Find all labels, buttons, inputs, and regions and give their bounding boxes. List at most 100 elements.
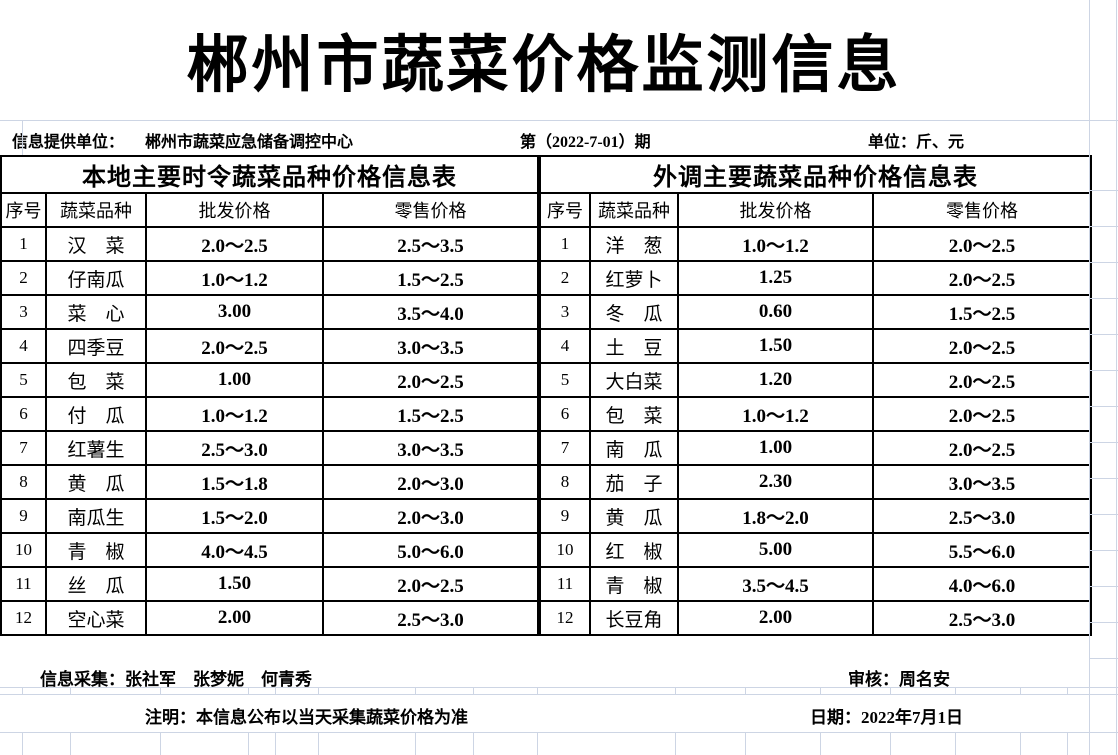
row-number-cell: 5 (539, 362, 591, 398)
retail-price-cell: 4.0～6.0 (872, 566, 1092, 602)
table-row: 5 包 菜 1.00 2.0～2.5 (0, 362, 539, 398)
row-number-cell: 10 (539, 532, 591, 568)
local-table-title-row: 本地主要时令蔬菜品种价格信息表 (0, 155, 539, 194)
external-table-header-row: 序号 蔬菜品种 批发价格 零售价格 (539, 192, 1092, 228)
gridline (70, 687, 71, 694)
retail-price-cell: 2.0～3.0 (322, 464, 539, 500)
gridline (318, 687, 319, 694)
row-number-cell: 8 (539, 464, 591, 500)
retail-price-cell: 2.5～3.5 (322, 226, 539, 262)
wholesale-price-cell: 1.00 (677, 430, 874, 466)
row-number-cell: 10 (0, 532, 47, 568)
gridline (890, 732, 891, 755)
col-header-wholesale: 批发价格 (677, 192, 874, 228)
wholesale-price-cell: 2.0～2.5 (145, 328, 324, 364)
vegetable-name-cell: 菜 心 (45, 294, 147, 330)
issue-number: 第（2022-7-01）期 (520, 134, 651, 151)
vegetable-name-cell: 红萝卜 (589, 260, 679, 296)
wholesale-price-cell: 1.20 (677, 362, 874, 398)
vegetable-name-cell: 包 菜 (45, 362, 147, 398)
row-number-cell: 6 (0, 396, 47, 432)
wholesale-price-cell: 1.25 (677, 260, 874, 296)
table-row: 11 青 椒 3.5～4.5 4.0～6.0 (539, 566, 1092, 602)
gridline (0, 732, 1118, 733)
table-row: 4 土 豆 1.50 2.0～2.5 (539, 328, 1092, 364)
retail-price-cell: 1.5～2.5 (872, 294, 1092, 330)
row-number-cell: 2 (0, 260, 47, 296)
external-price-table: 外调主要蔬菜品种价格信息表 序号 蔬菜品种 批发价格 零售价格 1 洋 葱 1.… (539, 155, 1092, 636)
vegetable-name-cell: 丝 瓜 (45, 566, 147, 602)
vegetable-name-cell: 南 瓜 (589, 430, 679, 466)
retail-price-cell: 2.0～3.0 (322, 498, 539, 534)
gridline (0, 687, 1118, 688)
gridline (415, 687, 416, 694)
vegetable-name-cell: 冬 瓜 (589, 294, 679, 330)
wholesale-price-cell: 3.5～4.5 (677, 566, 874, 602)
wholesale-price-cell: 1.0～1.2 (677, 396, 874, 432)
retail-price-cell: 3.5～4.0 (322, 294, 539, 330)
table-row: 9 南瓜生 1.5～2.0 2.0～3.0 (0, 498, 539, 534)
footer-auditor: 审核：周名安 (848, 670, 950, 689)
footer-collectors: 信息采集：张社军 张梦妮 何青秀 (40, 670, 312, 689)
row-number-cell: 7 (539, 430, 591, 466)
footer-note: 注明：本信息公布以当天采集蔬菜价格为准 (145, 708, 468, 727)
retail-price-cell: 3.0～3.5 (322, 430, 539, 466)
wholesale-price-cell: 2.00 (677, 600, 874, 636)
table-row: 8 茄 子 2.30 3.0～3.5 (539, 464, 1092, 500)
row-number-cell: 3 (0, 294, 47, 330)
retail-price-cell: 5.0～6.0 (322, 532, 539, 568)
table-row: 11 丝 瓜 1.50 2.0～2.5 (0, 566, 539, 602)
col-header-vegetable: 蔬菜品种 (589, 192, 679, 228)
vegetable-name-cell: 付 瓜 (45, 396, 147, 432)
table-row: 5 大白菜 1.20 2.0～2.5 (539, 362, 1092, 398)
wholesale-price-cell: 3.00 (145, 294, 324, 330)
wholesale-price-cell: 2.5～3.0 (145, 430, 324, 466)
retail-price-cell: 2.5～3.0 (872, 498, 1092, 534)
table-row: 10 青 椒 4.0～4.5 5.0～6.0 (0, 532, 539, 568)
col-header-no: 序号 (0, 192, 47, 228)
wholesale-price-cell: 1.0～1.2 (677, 226, 874, 262)
retail-price-cell: 2.0～2.5 (872, 328, 1092, 364)
wholesale-price-cell: 1.5～2.0 (145, 498, 324, 534)
info-row: 信息提供单位： 郴州市蔬菜应急储备调控中心 第（2022-7-01）期 单位：斤… (0, 120, 1088, 155)
gridline (537, 687, 538, 694)
gridline (318, 732, 319, 755)
retail-price-cell: 5.5～6.0 (872, 532, 1092, 568)
wholesale-price-cell: 4.0～4.5 (145, 532, 324, 568)
retail-price-cell: 2.0～2.5 (322, 566, 539, 602)
vegetable-name-cell: 汉 菜 (45, 226, 147, 262)
retail-price-cell: 2.5～3.0 (322, 600, 539, 636)
vegetable-name-cell: 四季豆 (45, 328, 147, 364)
price-tables: 本地主要时令蔬菜品种价格信息表 序号 蔬菜品种 批发价格 零售价格 1 汉 菜 … (0, 155, 1092, 636)
row-number-cell: 9 (539, 498, 591, 534)
col-header-retail: 零售价格 (322, 192, 539, 228)
wholesale-price-cell: 1.8～2.0 (677, 498, 874, 534)
retail-price-cell: 2.0～2.5 (322, 362, 539, 398)
col-header-retail: 零售价格 (872, 192, 1092, 228)
table-row: 8 黄 瓜 1.5～1.8 2.0～3.0 (0, 464, 539, 500)
vegetable-name-cell: 仔南瓜 (45, 260, 147, 296)
table-row: 12 空心菜 2.00 2.5～3.0 (0, 600, 539, 636)
retail-price-cell: 2.0～2.5 (872, 396, 1092, 432)
gridline (248, 732, 249, 755)
vegetable-name-cell: 大白菜 (589, 362, 679, 398)
external-table-title: 外调主要蔬菜品种价格信息表 (539, 155, 1092, 194)
table-row: 3 菜 心 3.00 3.5～4.0 (0, 294, 539, 330)
external-table-title-row: 外调主要蔬菜品种价格信息表 (539, 155, 1092, 194)
gridline (473, 732, 474, 755)
col-header-wholesale: 批发价格 (145, 192, 324, 228)
wholesale-price-cell: 1.00 (145, 362, 324, 398)
table-row: 7 红薯生 2.5～3.0 3.0～3.5 (0, 430, 539, 466)
gridline (1067, 732, 1068, 755)
table-row: 9 黄 瓜 1.8～2.0 2.5～3.0 (539, 498, 1092, 534)
table-row: 4 四季豆 2.0～2.5 3.0～3.5 (0, 328, 539, 364)
wholesale-price-cell: 1.50 (145, 566, 324, 602)
vegetable-name-cell: 长豆角 (589, 600, 679, 636)
gridline (22, 687, 23, 694)
gridline (1067, 687, 1068, 694)
gridline (955, 732, 956, 755)
gridline (22, 120, 23, 155)
gridline (70, 732, 71, 755)
table-row: 2 红萝卜 1.25 2.0～2.5 (539, 260, 1092, 296)
unit-label: 单位：斤、元 (868, 134, 965, 151)
